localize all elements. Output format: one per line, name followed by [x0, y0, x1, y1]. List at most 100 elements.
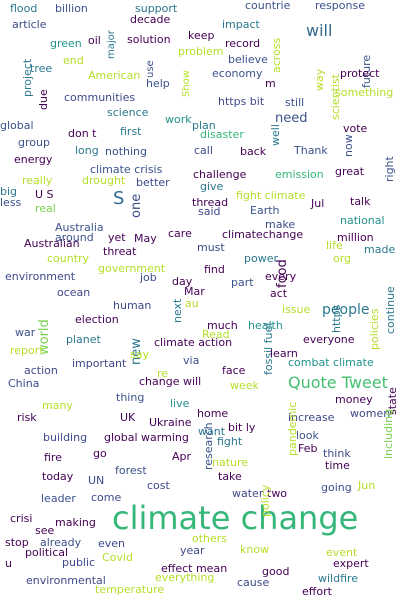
- word-cloud-word: act: [270, 287, 288, 300]
- word-cloud-word: important: [72, 357, 127, 370]
- word-cloud-word: day: [172, 275, 193, 288]
- word-cloud-word: policies: [368, 308, 381, 350]
- word-cloud-word: temperature: [95, 583, 165, 596]
- word-cloud-word: women: [350, 407, 391, 420]
- word-cloud-word: look: [296, 429, 319, 442]
- word-cloud-word: tree: [30, 62, 53, 75]
- word-cloud-word: don t: [68, 127, 97, 140]
- word-cloud-word: Read: [202, 328, 230, 341]
- word-cloud-word: million: [337, 231, 374, 244]
- word-cloud-word: vote: [343, 122, 368, 135]
- word-cloud-word: global warming: [104, 431, 189, 444]
- word-cloud-word: planet: [66, 333, 101, 346]
- word-cloud-word: via: [183, 354, 200, 367]
- word-cloud-word: including: [382, 408, 395, 459]
- word-cloud-word: great: [335, 165, 365, 178]
- word-cloud-word: China: [8, 377, 40, 390]
- word-cloud-word: going: [321, 481, 352, 494]
- word-cloud-word: make: [265, 218, 296, 231]
- word-cloud-word: emission: [275, 168, 324, 181]
- word-cloud-word: long: [75, 144, 99, 157]
- word-cloud-word: global: [0, 119, 34, 132]
- word-cloud-word: Feb: [298, 442, 318, 455]
- word-cloud-word: money: [335, 393, 373, 406]
- word-cloud-word: see: [35, 524, 55, 537]
- word-cloud-word: home: [197, 407, 229, 420]
- word-cloud-word: green: [50, 37, 82, 50]
- word-cloud-word: thread: [192, 196, 229, 209]
- word-cloud-word: continue: [384, 286, 397, 334]
- word-cloud-word: take: [218, 470, 242, 483]
- word-cloud-word: cause: [237, 576, 270, 589]
- word-cloud-word: major: [106, 30, 117, 59]
- word-cloud-word: every: [265, 270, 297, 283]
- word-cloud-word: https: [330, 304, 343, 333]
- word-cloud-word: call: [194, 144, 213, 157]
- word-cloud-word: end: [63, 54, 84, 67]
- word-cloud-word: everything: [155, 571, 215, 584]
- word-cloud-word: bit ly: [228, 421, 256, 434]
- word-cloud-word: think: [323, 447, 351, 460]
- word-cloud-word: Mar: [184, 285, 205, 298]
- word-cloud-word: even: [98, 537, 126, 550]
- word-cloud-word: u: [5, 557, 12, 570]
- word-cloud-word: au: [185, 297, 199, 310]
- word-cloud-word: election: [75, 313, 119, 326]
- word-cloud-word: protect: [340, 67, 380, 80]
- word-cloud-word: government: [98, 262, 166, 275]
- word-cloud-word: Jul: [311, 197, 325, 210]
- word-cloud-word: May: [134, 232, 157, 245]
- word-cloud-word: Quote Tweet: [288, 373, 388, 392]
- word-cloud-word: face: [222, 364, 246, 377]
- word-cloud-word: something: [335, 86, 394, 99]
- word-cloud-word: said: [198, 205, 221, 218]
- word-cloud-word: today: [42, 470, 74, 483]
- word-cloud-word: Thank: [294, 144, 328, 157]
- word-cloud-word: keep: [188, 29, 215, 42]
- word-cloud-word: nothing: [105, 145, 147, 158]
- word-cloud-word: effort: [302, 585, 332, 598]
- word-cloud-word: leader: [41, 492, 76, 505]
- word-cloud-word: record: [225, 37, 261, 50]
- word-cloud-word: issue: [282, 303, 311, 316]
- word-cloud-word: use: [145, 60, 156, 78]
- word-cloud-word: people: [322, 302, 370, 318]
- word-cloud-word: pandemic: [286, 401, 299, 456]
- word-cloud-word: action: [24, 364, 58, 377]
- word-cloud-word: S: [113, 188, 125, 209]
- word-cloud-word: disaster: [200, 128, 244, 141]
- word-cloud-word: Ukraine: [149, 416, 192, 429]
- word-cloud-word: next: [171, 298, 184, 323]
- word-cloud-word: Australian: [24, 237, 80, 250]
- word-cloud-word: due: [37, 89, 50, 110]
- word-cloud-word: week: [230, 379, 259, 392]
- word-cloud-word: problem: [178, 45, 224, 58]
- word-cloud-word: group: [18, 136, 50, 149]
- word-cloud-word: learn: [270, 347, 298, 360]
- word-cloud-word: already: [40, 536, 82, 549]
- word-cloud-word: economy: [212, 67, 263, 80]
- word-cloud-word: war: [15, 326, 36, 339]
- word-cloud-word: across: [270, 37, 283, 73]
- word-cloud-word: will: [306, 21, 333, 40]
- word-cloud-word: talk: [350, 195, 371, 208]
- word-cloud-word: back: [240, 145, 267, 158]
- word-cloud-word: U S: [35, 188, 54, 201]
- word-cloud-word: better: [136, 176, 170, 189]
- word-cloud-word: want: [198, 425, 226, 438]
- word-cloud-word: report: [10, 344, 44, 357]
- word-cloud-word: environment: [5, 270, 76, 283]
- word-cloud-word: flood: [10, 2, 38, 15]
- word-cloud-word: drought: [82, 174, 126, 187]
- word-cloud-word: now: [342, 134, 355, 157]
- word-cloud-word: real: [35, 202, 56, 215]
- word-cloud-word: right: [383, 156, 396, 182]
- word-cloud-word: power: [244, 252, 278, 265]
- word-cloud-word: yet: [108, 231, 126, 244]
- word-cloud-word: human: [113, 299, 152, 312]
- word-cloud-word: climatechange: [222, 228, 304, 241]
- word-cloud-word: Show: [181, 70, 192, 97]
- word-cloud-word: event: [326, 546, 358, 559]
- word-cloud-word: https bit: [218, 95, 265, 108]
